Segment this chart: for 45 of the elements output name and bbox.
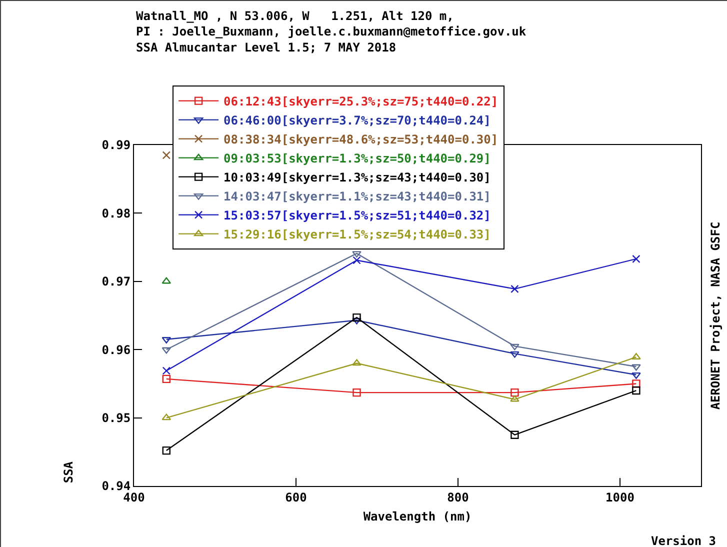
point [352,251,362,258]
y-tick-label: 0.99 [102,138,131,152]
point [352,313,361,322]
x-axis-title: Wavelength (nm) [363,509,472,524]
legend-label: 15:03:57[skyerr=1.5%;sz=51;t440=0.32] [224,208,491,223]
point [632,364,641,371]
point [352,359,362,366]
legend-label: 10:03:49[skyerr=1.3%;sz=43;t440=0.30] [224,170,491,185]
point [162,366,170,375]
x-tick-label: 800 [447,490,469,504]
point [162,151,170,160]
y-tick-label: 0.95 [102,411,131,425]
point [162,374,170,384]
point [510,351,520,358]
legend-label: 06:12:43[skyerr=25.3%;sz=75;t440=0.22] [224,94,498,109]
legend-label: 06:46:00[skyerr=3.7%;sz=70;t440=0.24] [224,114,491,128]
point [632,254,640,263]
y-tick-label: 0.98 [102,206,131,220]
point [352,256,361,264]
point [162,347,172,354]
point [352,388,361,397]
legend-label: 09:03:53[skyerr=1.3%;sz=50;t440=0.29] [224,152,491,166]
point [632,386,640,395]
legend-label: 08:38:34[skyerr=48.6%;sz=53;t440=0.30] [224,132,498,147]
x-tick-label: 600 [285,490,307,504]
point [632,380,640,388]
point [352,318,362,324]
point [510,344,520,350]
legend-label: 15:29:16[skyerr=1.5%;sz=54;t440=0.33] [224,228,491,242]
point [162,414,172,420]
point [510,388,519,397]
y-tick-label: 0.96 [102,342,131,357]
point [510,395,520,402]
point [510,284,519,293]
y-axis-title: SSA [61,460,76,484]
legend-label: 14:03:47[skyerr=1.1%;sz=43;t440=0.31] [224,190,491,204]
y-tick-label: 0.97 [102,274,131,289]
point [510,430,519,439]
point [162,446,170,455]
x-tick-label: 1000 [606,490,634,504]
chart-title: Watnall_MO , N 53.006, W 1.251, Alt 120 m, PI : Joelle_Buxmann, joelle.c.buxmann@metoffice.gov.uk SSA Almucantar Level 1.5; 7 MAY 2018 [136,9,527,54]
text: Version 3 [651,534,716,547]
point [162,277,172,284]
text: AERONET Project, NASA GSFC [708,222,723,410]
point [632,372,641,379]
